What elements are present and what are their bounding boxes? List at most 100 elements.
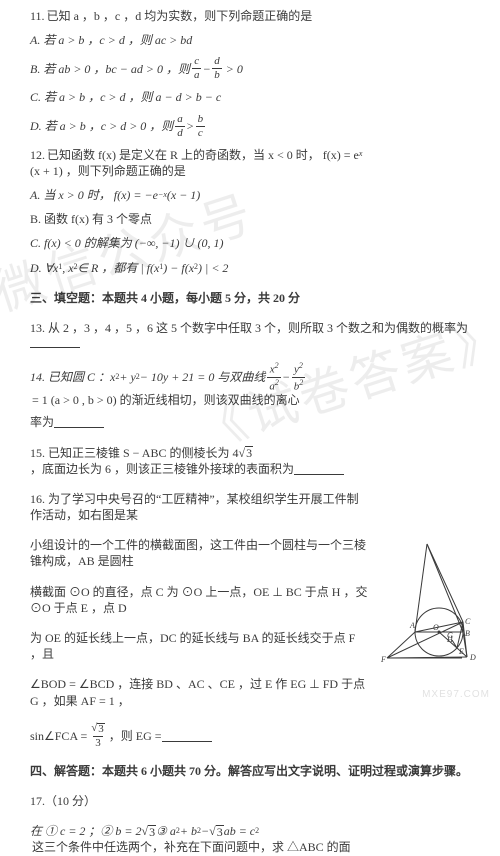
svg-text:C: C	[465, 617, 471, 626]
q17-sqrt1: √3	[142, 823, 157, 839]
q13-text: 13. 从 2 ，3 ，4 ，5 ，6 这 5 个数字中任取 3 个，则所取 3…	[30, 320, 468, 336]
q14-f1: x2a2	[267, 362, 281, 392]
geometry-diagram: A C B O H E D F G	[377, 542, 482, 662]
f1d: d	[175, 126, 185, 139]
q11-opt-c: C. 若 a > b ，c > d ，则 a − d > b − c	[30, 89, 470, 105]
arg: 3	[245, 446, 253, 459]
q14-pre: 14. 已知圆 C ：x	[30, 369, 115, 385]
q11-opt-d: D. 若 a > b ，c > d > 0 ，则 ad > bc	[30, 114, 470, 139]
arg: 3	[148, 825, 156, 838]
svg-text:E: E	[458, 647, 464, 656]
q11-d-pre: D. 若 a > b ，c > d > 0 ，则	[30, 118, 173, 134]
q17-num: 17.（10 分）	[30, 793, 470, 809]
q11-a-text: A. 若 a > b ，c > d ，则 ac > bd	[30, 32, 192, 48]
svg-text:O: O	[433, 623, 439, 632]
q15-blank	[294, 463, 344, 475]
f2n: y2	[292, 362, 305, 377]
q12-stem-exp: x	[359, 149, 363, 160]
q14-f2: y2b2	[292, 362, 306, 392]
q16-l6-post: ，则 EG =	[109, 728, 162, 744]
q13-blank	[30, 336, 80, 348]
f1n: a	[175, 114, 185, 126]
q11-d-f1: ad	[175, 114, 185, 139]
q16-l6: sin∠FCA = √3 3 ，则 EG =	[30, 723, 470, 749]
bottom-watermark: MXE97.COM	[422, 688, 490, 702]
e: 2	[275, 361, 279, 370]
f1n: c	[192, 56, 201, 68]
f2n: d	[212, 56, 222, 68]
q12-stem-post: (x + 1) ，则下列命题正确的是	[30, 163, 186, 179]
q16-blank	[162, 730, 212, 742]
den: 3	[93, 736, 103, 749]
q17-mid2: + b	[180, 823, 197, 839]
f1n: x2	[268, 362, 281, 377]
q14-eq: = 1 (a > 0 , b > 0) 的渐近线相切，则该双曲线的离心	[32, 392, 300, 408]
q11-b-mid: −	[203, 61, 210, 77]
q12-opt-d: D. ∀x1, x2 ∈ R ，都有 | f(x1) − f(x2) | < 2	[30, 260, 470, 276]
q11-b-f2: db	[212, 56, 222, 81]
q16-l6-frac: √3 3	[89, 723, 107, 749]
section-3-heading: 三、填空题：本题共 4 小题，每小题 5 分，共 20 分	[30, 290, 470, 306]
q15-sqrt: √3	[238, 445, 253, 461]
q12-d-mid3: ) − f(x	[163, 260, 194, 276]
f2d: c	[196, 126, 205, 139]
q12-stem-pre: 已知函数 f(x) 是定义在 R 上的奇函数，当 x < 0 时， f(x) =…	[47, 147, 359, 163]
q14-blank	[54, 417, 104, 429]
q12-c-text: C. f(x) < 0 的解集为 (−∞, −1) ∪ (0, 1)	[30, 235, 224, 251]
q14-l2-text: 率为	[30, 414, 54, 430]
q12-d-mid2: ∈ R ，都有 | f(x	[78, 260, 160, 276]
q14-minus: −	[283, 369, 290, 385]
arg: 3	[97, 723, 105, 735]
q17-sqrt2: √3	[209, 823, 224, 839]
f2d: b2	[292, 377, 306, 393]
q12-opt-b: B. 函数 f(x) 有 3 个零点	[30, 211, 470, 227]
q11-opt-a: A. 若 a > b ，c > d ，则 ac > bd	[30, 32, 470, 48]
q16-l1: 16. 为了学习中央号召的“工匠精神”，某校组织学生开展工件制作活动，如右图是某	[30, 491, 470, 523]
q11-c-text: C. 若 a > b ，c > d ，则 a − d > b − c	[30, 89, 221, 105]
q12-a-pre: A. 当 x > 0 时， f(x) = −e	[30, 187, 158, 203]
svg-text:G: G	[447, 631, 453, 640]
svg-text:F: F	[380, 655, 386, 662]
q17-mid: ③ a	[156, 823, 176, 839]
q11-d-mid: >	[187, 118, 194, 134]
arg: 3	[216, 825, 224, 838]
q14-line1: 14. 已知圆 C ：x 2 + y 2 − 10y + 21 = 0 与双曲线 x…	[30, 362, 470, 409]
q13: 13. 从 2 ，3 ，4 ，5 ，6 这 5 个数字中任取 3 个，则所取 3…	[30, 320, 470, 348]
q12-d-pre: D. ∀x	[30, 260, 58, 276]
section-4-heading: 四、解答题：本题共 6 小题共 70 分。解答应写出文字说明、证明过程或演算步骤…	[30, 763, 470, 779]
q17-l1-pre: 在 ① c = 2 ；② b = 2	[30, 823, 142, 839]
q11-d-f2: bc	[196, 114, 206, 139]
q12-b-text: B. 函数 f(x) 有 3 个零点	[30, 211, 152, 227]
q11-b-pre: B. 若 ab > 0 ，bc − ad > 0 ，则	[30, 61, 190, 77]
q17-e3: 2	[255, 826, 259, 837]
num: √3	[89, 723, 107, 736]
e: 2	[299, 361, 303, 370]
q12-a-post: (x − 1)	[167, 187, 200, 203]
e: 2	[275, 378, 279, 387]
q17-mid4: ab = c	[224, 823, 255, 839]
q16-l5: ∠BOD = ∠BCD ，连接 BD 、AC 、CE ，过 E 作 EG ⊥ F…	[30, 676, 470, 708]
svg-text:D: D	[469, 653, 476, 662]
q14-line2: 率为	[30, 414, 470, 430]
svg-text:B: B	[465, 629, 470, 638]
q12-opt-a: A. 当 x > 0 时， f(x) = −e−x(x − 1)	[30, 187, 470, 203]
q11-opt-b: B. 若 ab > 0 ，bc − ad > 0 ，则 ca − db > 0	[30, 56, 470, 81]
svg-text:A: A	[409, 621, 415, 630]
q17-mid3: −	[201, 823, 209, 839]
f2d: b	[212, 68, 222, 81]
q17-post: 这三个条件中任选两个，补充在下面问题中，求 △ABC 的面	[32, 839, 351, 855]
q14-mid1: + y	[119, 369, 135, 385]
q15-pre: 15. 已知正三棱锥 S − ABC 的侧棱长为 4	[30, 445, 238, 461]
e: 2	[299, 378, 303, 387]
q17-l1: 在 ① c = 2 ；② b = 2√3 ③ a2 + b2 − √3ab = …	[30, 823, 470, 855]
q11-stem-text: 已知 a ，b ，c ，d 均为实数，则下列命题正确的是	[47, 8, 313, 24]
q14-mid2: − 10y + 21 = 0 与双曲线	[140, 369, 266, 385]
q11-stem: 11. 已知 a ，b ，c ，d 均为实数，则下列命题正确的是	[30, 8, 470, 24]
q15-post: ，底面边长为 6 ，则该正三棱锥外接球的表面积为	[30, 461, 294, 477]
q12-opt-c: C. f(x) < 0 的解集为 (−∞, −1) ∪ (0, 1)	[30, 235, 470, 251]
q12-stem: 12. 已知函数 f(x) 是定义在 R 上的奇函数，当 x < 0 时， f(…	[30, 147, 470, 179]
f2n: b	[196, 114, 206, 126]
q12-d-mid1: , x	[62, 260, 73, 276]
q11-b-f1: ca	[192, 56, 202, 81]
q12-d-post: ) | < 2	[198, 260, 228, 276]
